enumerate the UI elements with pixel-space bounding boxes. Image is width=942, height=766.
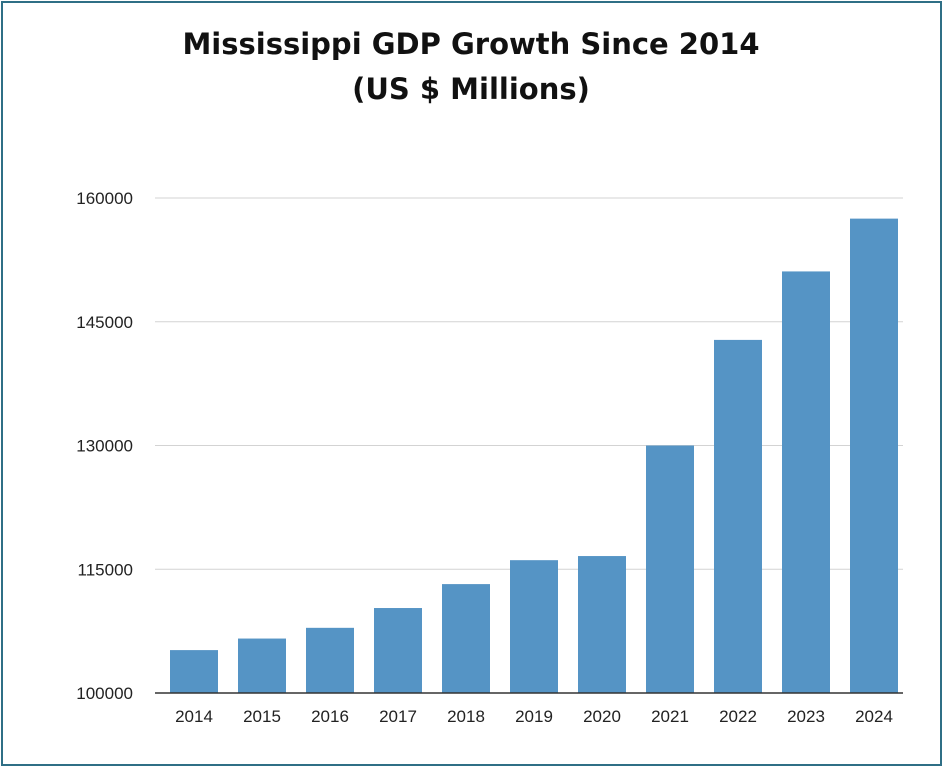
gridlines — [155, 197, 903, 570]
x-tick-label: 2021 — [651, 707, 689, 726]
x-tick-label: 2014 — [175, 707, 213, 726]
chart-title-line-2: (US $ Millions) — [352, 72, 590, 106]
x-tick-label: 2018 — [447, 707, 485, 726]
x-tick-label: 2022 — [719, 707, 757, 726]
x-tick-label: 2017 — [379, 707, 417, 726]
bar-2020 — [578, 556, 626, 693]
y-tick-label: 160000 — [76, 189, 133, 208]
x-tick-label: 2023 — [787, 707, 825, 726]
y-tick-label: 145000 — [76, 313, 133, 332]
bar-2023 — [782, 271, 830, 693]
bar-2019 — [510, 560, 558, 693]
bar-2014 — [170, 650, 218, 693]
bars — [170, 218, 898, 693]
bar-2016 — [306, 627, 354, 693]
chart-title-line-1: Mississippi GDP Growth Since 2014 — [182, 27, 760, 61]
x-axis-tick-labels: 2014 2015 2016 2017 2018 2019 2020 2021 2022 2023… — [175, 707, 893, 726]
bar-2024 — [850, 218, 898, 693]
y-tick-label: 115000 — [78, 560, 133, 579]
x-tick-label: 2020 — [583, 707, 621, 726]
chart-title: Mississippi GDP Growth Since 2014 (US $ … — [0, 22, 942, 112]
bar-2022 — [714, 339, 762, 693]
bar-2021 — [646, 445, 694, 693]
x-tick-label: 2024 — [855, 707, 893, 726]
y-tick-label: 100000 — [76, 684, 133, 703]
bar-2018 — [442, 584, 490, 693]
bar-2015 — [238, 638, 286, 693]
x-tick-label: 2016 — [311, 707, 349, 726]
bar-2017 — [374, 608, 422, 693]
x-tick-label: 2019 — [515, 707, 553, 726]
x-tick-label: 2015 — [243, 707, 281, 726]
y-tick-label: 130000 — [76, 437, 133, 456]
y-axis-tick-labels: 100000 115000 130000 145000 160000 — [76, 189, 133, 703]
